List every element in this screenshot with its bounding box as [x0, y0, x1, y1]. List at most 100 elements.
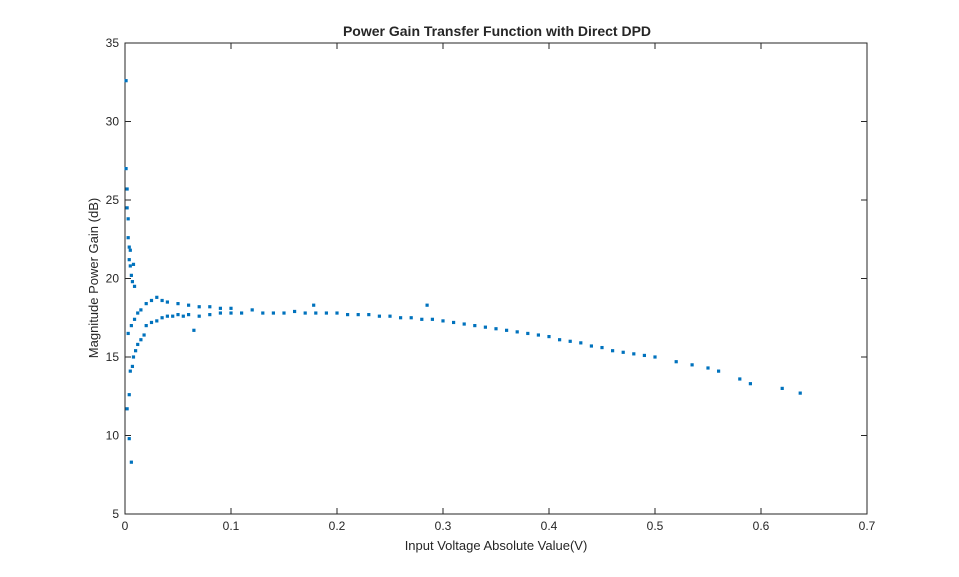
- data-point: [126, 217, 130, 221]
- data-point: [130, 280, 135, 284]
- data-point: [124, 79, 128, 83]
- y-tick-label: 35: [106, 36, 120, 50]
- x-axis-ticks: 0 0.1 0.2 0.3 0.4 0.5 0.6 0.7: [122, 43, 876, 533]
- data-point: [181, 314, 185, 318]
- data-point: [611, 349, 615, 353]
- y-tick-label: 10: [106, 429, 120, 443]
- data-point: [706, 366, 710, 370]
- data-point: [132, 317, 137, 321]
- data-point: [293, 309, 297, 314]
- data-point: [149, 298, 154, 303]
- data-point: [129, 273, 133, 277]
- x-tick-label: 0.2: [329, 519, 346, 533]
- y-axis-ticks: 5 10 15 20 25 30 35: [106, 36, 867, 521]
- x-tick-label: 0: [122, 519, 129, 533]
- data-point: [748, 382, 752, 386]
- data-point: [129, 460, 133, 464]
- data-point: [218, 306, 222, 310]
- data-point: [798, 391, 802, 395]
- data-point: [176, 313, 180, 317]
- data-point: [165, 300, 169, 304]
- data-point: [126, 331, 130, 336]
- x-tick-label: 0.5: [647, 519, 664, 533]
- data-point: [452, 320, 456, 325]
- data-point: [589, 344, 593, 348]
- y-axis-label: Magnitude Power Gain (dB): [86, 198, 101, 358]
- x-tick-label: 0.3: [435, 519, 452, 533]
- data-point: [409, 316, 413, 320]
- x-tick-label: 0.6: [753, 519, 770, 533]
- data-point: [127, 437, 131, 441]
- data-point: [515, 330, 519, 334]
- data-point: [494, 327, 498, 331]
- data-point: [271, 311, 275, 315]
- data-point: [505, 328, 509, 332]
- data-point: [160, 298, 164, 303]
- y-tick-label: 25: [106, 193, 120, 207]
- x-axis-label: Input Voltage Absolute Value(V): [405, 538, 588, 553]
- data-point: [124, 167, 128, 171]
- data-point: [187, 313, 191, 317]
- data-point: [462, 322, 466, 326]
- data-point: [139, 338, 143, 342]
- chart-title: Power Gain Transfer Function with Direct…: [343, 23, 651, 39]
- data-point: [171, 314, 175, 318]
- data-point: [632, 352, 636, 356]
- data-point: [642, 353, 646, 358]
- data-point: [229, 311, 233, 315]
- data-point: [303, 311, 307, 315]
- data-point: [128, 369, 132, 373]
- data-point: [144, 324, 148, 328]
- y-tick-label: 15: [106, 350, 120, 364]
- data-point: [131, 262, 136, 266]
- data-point: [346, 313, 350, 317]
- data-point: [377, 314, 381, 318]
- data-point: [425, 303, 429, 307]
- data-point: [130, 364, 135, 369]
- data-point: [139, 308, 143, 312]
- data-point: [160, 316, 164, 320]
- data-point: [240, 311, 244, 315]
- data-point: [155, 319, 159, 323]
- data-point: [132, 284, 137, 288]
- data-point: [229, 306, 233, 310]
- data-point: [176, 302, 180, 306]
- data-point: [558, 338, 562, 342]
- data-point: [388, 314, 392, 318]
- data-point: [125, 407, 129, 411]
- data-point: [399, 316, 403, 320]
- data-point: [144, 302, 148, 306]
- data-point: [208, 313, 212, 317]
- data-point: [125, 206, 129, 210]
- data-point: [282, 311, 286, 315]
- data-point: [621, 350, 625, 354]
- data-point: [197, 305, 201, 309]
- data-point: [441, 319, 445, 323]
- data-point: [420, 317, 424, 321]
- data-point: [136, 311, 140, 315]
- data-point: [208, 305, 212, 309]
- x-tick-label: 0.1: [223, 519, 240, 533]
- data-point: [717, 369, 721, 373]
- data-point: [367, 313, 371, 317]
- data-point: [312, 303, 316, 307]
- data-point: [690, 363, 694, 367]
- data-point: [197, 314, 201, 318]
- y-tick-label: 20: [106, 272, 120, 286]
- data-point: [483, 325, 487, 329]
- data-point: [526, 331, 530, 336]
- data-point: [128, 264, 132, 268]
- data-point: [674, 360, 678, 364]
- data-point: [568, 339, 572, 343]
- data-point: [149, 320, 154, 325]
- data-point: [653, 355, 657, 359]
- data-point: [142, 333, 146, 337]
- data-point: [600, 345, 604, 350]
- data-points: [124, 79, 802, 464]
- data-point: [128, 248, 132, 252]
- data-point: [125, 187, 129, 191]
- data-point: [536, 333, 540, 337]
- data-point: [473, 324, 477, 328]
- data-point: [165, 314, 169, 318]
